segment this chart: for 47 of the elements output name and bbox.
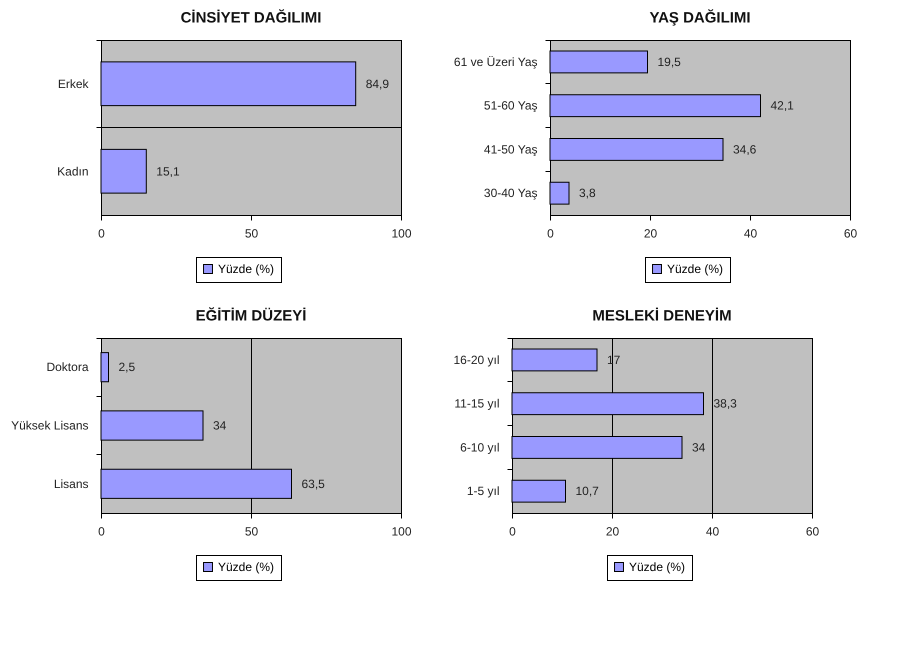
- chart-title: YAŞ DAĞILIMI: [649, 8, 751, 26]
- y-tick-label: 61 ve Üzeri Yaş: [454, 54, 538, 69]
- y-tick-label: 16-20 yıl: [453, 352, 500, 367]
- x-tick-label: 60: [844, 226, 858, 240]
- x-tick-label: 20: [644, 226, 658, 240]
- data-label: 38,3: [714, 396, 738, 411]
- y-tick-label: 51-60 Yaş: [484, 98, 538, 113]
- y-tick-label: Erkek: [58, 76, 90, 91]
- y-tick-label: 41-50 Yaş: [484, 142, 538, 156]
- x-tick-label: 0: [98, 226, 106, 240]
- legend-label: Yüzde (%): [667, 262, 724, 276]
- data-label: 63,5: [302, 476, 326, 491]
- y-tick-label: 11-15 yıl: [454, 396, 500, 411]
- x-tick-label: 0: [547, 226, 554, 240]
- y-tick-label: 6-10 yıl: [460, 440, 500, 454]
- data-label: 19,5: [658, 54, 682, 69]
- y-tick-label: Lisans: [54, 476, 88, 491]
- data-label: 2,5: [118, 360, 136, 374]
- legend-label: Yüzde (%): [218, 560, 274, 574]
- y-tick-label: 30-40 Yaş: [484, 186, 538, 200]
- x-tick-label: 100: [391, 226, 412, 240]
- data-label: 42,1: [770, 98, 794, 113]
- y-tick-label: 1-5 yıl: [466, 484, 500, 498]
- data-label: 3,8: [579, 186, 596, 200]
- x-tick-label: 100: [391, 524, 412, 538]
- data-label: 84,9: [366, 76, 390, 91]
- legend-label: Yüzde (%): [218, 262, 274, 276]
- x-tick-label: 0: [509, 524, 516, 538]
- x-tick-label: 0: [98, 524, 106, 538]
- data-label: 34: [213, 418, 227, 432]
- data-label: 10,7: [576, 484, 600, 498]
- x-tick-label: 20: [606, 524, 620, 538]
- chart-title: EĞİTİM DÜZEYİ: [196, 306, 306, 324]
- data-label: 34,6: [733, 142, 757, 156]
- legend-label: Yüzde (%): [629, 560, 686, 574]
- y-tick-label: Doktora: [46, 360, 89, 374]
- data-label: 34: [692, 440, 706, 454]
- chart-title: MESLEKİ DENEYİM: [592, 308, 732, 324]
- data-label: 15,1: [156, 164, 180, 178]
- x-tick-label: 50: [244, 524, 258, 538]
- x-tick-label: 40: [744, 226, 758, 240]
- y-tick-label: Yüksek Lisans: [11, 418, 88, 432]
- x-tick-label: 60: [806, 524, 820, 538]
- x-tick-label: 40: [706, 524, 720, 538]
- x-tick-label: 50: [244, 226, 258, 240]
- y-tick-label: Kadın: [57, 164, 88, 178]
- chart-title: CİNSİYET DAĞILIMI: [180, 8, 322, 26]
